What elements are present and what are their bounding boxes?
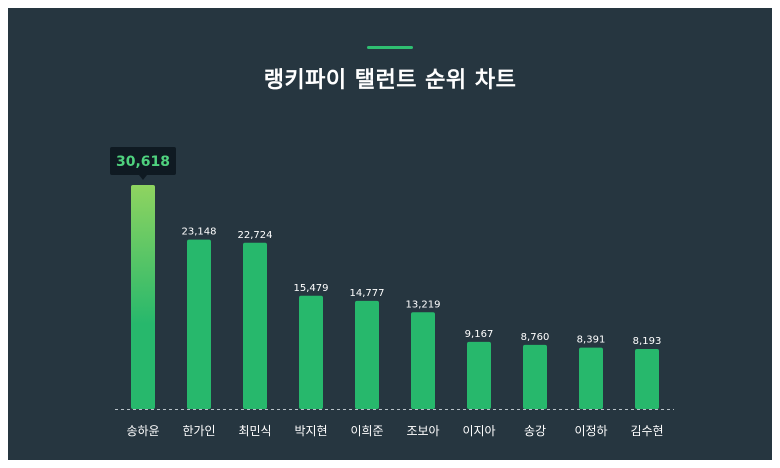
chart-title: 랭키파이 탤런트 순위 차트: [263, 68, 517, 93]
bar-7[interactable]: [467, 341, 491, 409]
bar-chart: 30,618 송하윤 23,148 한가인 22,724 최민식 15,479 박지현 14,7…: [110, 147, 674, 438]
tooltip-arrow: [139, 175, 147, 180]
bar-9[interactable]: [579, 347, 603, 409]
bar-5[interactable]: [355, 300, 379, 409]
bar-value-label-6: 13,219: [406, 299, 441, 310]
category-label-6: 조보아: [406, 424, 439, 438]
bar-1[interactable]: [131, 185, 155, 409]
bar-10[interactable]: [635, 349, 659, 409]
category-label-8: 송강: [524, 424, 546, 438]
category-label-2: 한가인: [182, 424, 215, 438]
category-label-3: 최민식: [238, 424, 271, 438]
bar-value-label-9: 8,391: [577, 335, 606, 346]
bar-3[interactable]: [243, 242, 267, 409]
category-label-9: 이정하: [574, 424, 607, 438]
bar-value-label-8: 8,760: [521, 332, 550, 343]
category-label-1: 송하윤: [126, 424, 159, 438]
bar-value-label-7: 9,167: [465, 329, 494, 340]
bar-8[interactable]: [523, 344, 547, 409]
bar-value-label-2: 23,148: [182, 227, 217, 238]
title-accent-line: [367, 46, 413, 49]
category-label-10: 김수현: [630, 424, 663, 438]
bars-layer: 30,618 송하윤 23,148 한가인 22,724 최민식 15,479 박지현 14,7…: [110, 147, 664, 438]
tooltip-box: [110, 147, 176, 175]
bar-value-label-1: 30,618: [116, 154, 170, 170]
bar-value-label-3: 22,724: [238, 230, 273, 241]
category-label-7: 이지아: [462, 424, 495, 438]
chart-card: 랭키파이 탤런트 순위 차트 30,618 송하윤 23,148 한가인 22,724 최…: [8, 8, 772, 460]
bar-value-label-5: 14,777: [350, 288, 385, 299]
bar-6[interactable]: [411, 312, 435, 409]
bar-4[interactable]: [299, 295, 323, 409]
category-label-5: 이희준: [350, 424, 383, 438]
value-tooltip: 30,618: [110, 147, 176, 180]
bar-2[interactable]: [187, 239, 211, 409]
category-label-4: 박지현: [294, 424, 327, 438]
bar-value-label-4: 15,479: [294, 283, 329, 294]
bar-value-label-10: 8,193: [633, 336, 662, 347]
